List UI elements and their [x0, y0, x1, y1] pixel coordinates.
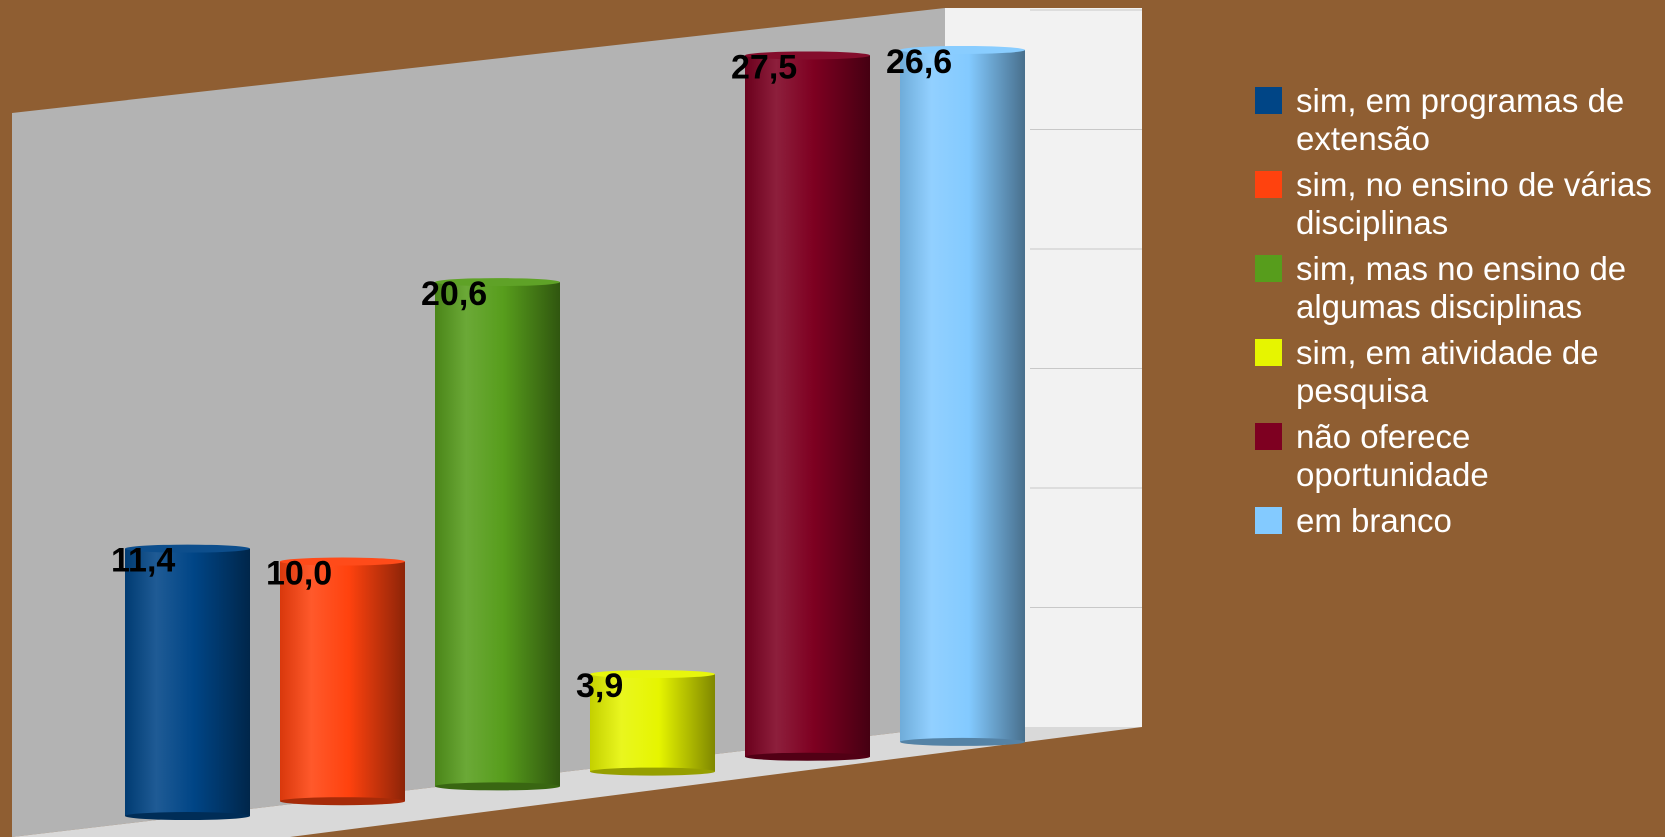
bar-6	[900, 45, 1025, 746]
bar-body	[900, 49, 1025, 742]
data-label: 27,5	[731, 48, 797, 86]
legend-swatch	[1255, 339, 1282, 366]
legend-label: não oferece oportunidade	[1296, 418, 1489, 493]
bar-top	[745, 51, 870, 60]
bar-top	[900, 45, 1025, 54]
data-label: 11,4	[111, 542, 175, 580]
data-label: 20,6	[421, 275, 487, 313]
bar-top	[590, 670, 715, 679]
legend-swatch	[1255, 507, 1282, 534]
bar-5	[745, 51, 870, 761]
legend-swatch	[1255, 255, 1282, 282]
bar-base	[435, 782, 560, 791]
bar-top	[125, 544, 250, 553]
legend-item: sim, em atividade de pesquisa	[1255, 334, 1655, 410]
legend-label: sim, mas no ensino de algumas disciplina…	[1296, 250, 1627, 325]
legend-item: sim, em programas de extensão	[1255, 82, 1655, 158]
legend-swatch	[1255, 423, 1282, 450]
bar-body	[745, 55, 870, 757]
legend-label: em branco	[1296, 502, 1452, 539]
data-label: 10,0	[266, 555, 332, 593]
bar-body	[435, 282, 560, 787]
bar-top	[280, 557, 405, 566]
bar-base	[900, 737, 1025, 746]
bar-4	[590, 670, 715, 776]
bar-body	[590, 674, 715, 772]
legend-item: não oferece oportunidade	[1255, 418, 1655, 494]
bar-3	[435, 278, 560, 791]
bar-body	[280, 561, 405, 802]
legend-swatch	[1255, 87, 1282, 114]
legend-swatch	[1255, 171, 1282, 198]
data-label: 3,9	[576, 667, 623, 705]
data-label: 26,6	[886, 43, 952, 81]
legend-label: sim, no ensino de várias disciplinas	[1296, 166, 1652, 241]
bar-base	[125, 812, 250, 821]
legend: sim, em programas de extensão sim, no en…	[1255, 82, 1655, 548]
bar-body	[125, 548, 250, 817]
legend-item: sim, mas no ensino de algumas disciplina…	[1255, 250, 1655, 326]
data-labels: 11,4 10,0 20,6 3,9 27,5 26,6	[111, 43, 952, 705]
bar-2	[280, 557, 405, 806]
bar-1	[125, 544, 250, 821]
legend-label: sim, em atividade de pesquisa	[1296, 334, 1599, 409]
bar-base	[590, 767, 715, 776]
bar-top	[435, 278, 560, 287]
bar-base	[280, 797, 405, 806]
legend-item: em branco	[1255, 502, 1655, 540]
gridlines	[1030, 9, 1142, 608]
bar-base	[745, 752, 870, 761]
legend-label: sim, em programas de extensão	[1296, 82, 1625, 157]
bars	[125, 45, 1025, 821]
legend-item: sim, no ensino de várias disciplinas	[1255, 166, 1655, 242]
